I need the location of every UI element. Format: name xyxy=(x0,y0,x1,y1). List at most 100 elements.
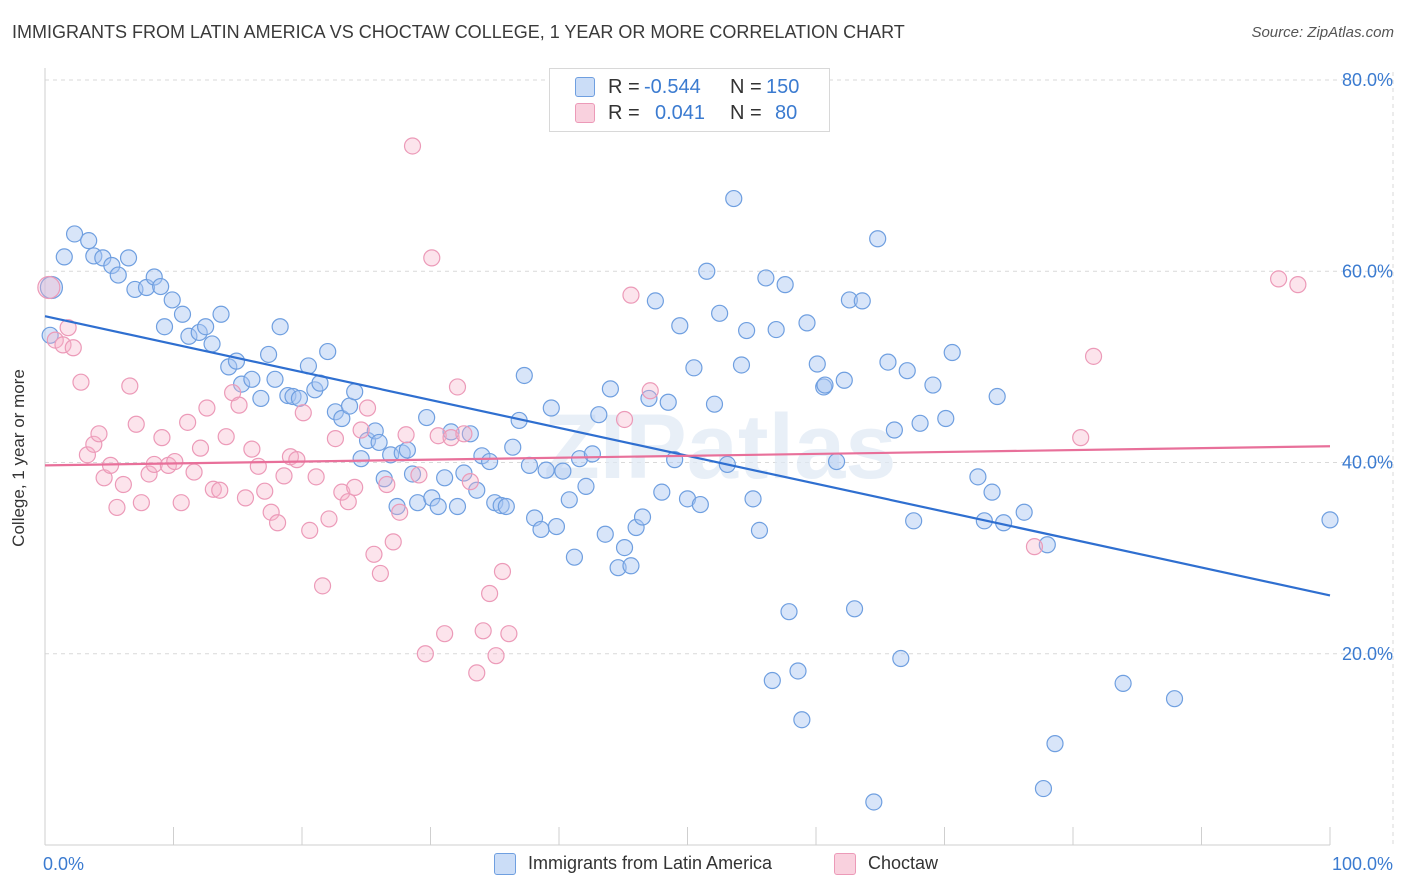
blue-point xyxy=(436,469,454,487)
axis-layer xyxy=(44,68,1331,846)
pink-point xyxy=(121,377,139,395)
blue-point xyxy=(691,495,709,514)
pink-point xyxy=(78,446,97,464)
blue-point xyxy=(515,366,533,385)
pink-point xyxy=(262,503,280,521)
blue-point xyxy=(284,387,302,406)
pink-point xyxy=(346,478,364,496)
blue-point xyxy=(481,452,499,471)
pink-point xyxy=(236,489,255,507)
pink-point xyxy=(500,625,518,643)
blue-point xyxy=(448,497,467,516)
blue-point xyxy=(905,512,923,530)
blue-point xyxy=(627,518,645,537)
blue-point xyxy=(1165,690,1184,708)
legend-n-label: N = xyxy=(730,76,762,98)
blue-point xyxy=(492,496,510,515)
legend-r-value: 0.041 xyxy=(655,102,706,124)
pink-point xyxy=(1025,538,1044,556)
blue-point xyxy=(879,353,897,371)
pink-point xyxy=(448,378,467,396)
blue-point xyxy=(633,508,652,526)
x-tick-label: 0.0% xyxy=(43,854,84,874)
blue-point xyxy=(346,383,364,401)
blue-point xyxy=(685,359,703,377)
bottom-legend-swatch-blue xyxy=(494,853,516,875)
pink-point xyxy=(153,429,171,447)
blue-point xyxy=(725,189,743,208)
blue-point xyxy=(80,232,98,250)
pink-point xyxy=(365,545,383,563)
blue-point xyxy=(969,468,987,486)
pink-point xyxy=(140,465,158,483)
pink-point xyxy=(320,510,338,528)
blue-point xyxy=(744,490,762,508)
pink-point xyxy=(127,415,145,433)
pink-point xyxy=(307,468,325,486)
y-tick-label: 80.0% xyxy=(1342,70,1393,90)
blue-point xyxy=(653,483,671,501)
blue-point xyxy=(885,421,903,439)
pink-point xyxy=(378,475,396,494)
blue-point xyxy=(109,266,127,284)
blue-point xyxy=(197,318,215,336)
legend-r-label: R = xyxy=(608,76,640,98)
legend-n-value: 150 xyxy=(766,76,800,98)
blue-point xyxy=(869,230,887,248)
pink-point xyxy=(59,319,77,337)
pink-point xyxy=(243,440,261,458)
pink-point xyxy=(339,493,357,511)
blue-point xyxy=(266,370,284,388)
legend-n-label: N = xyxy=(730,102,762,124)
blue-point xyxy=(565,548,584,566)
blue-point xyxy=(937,409,955,428)
blue-point xyxy=(943,343,961,362)
blue-point xyxy=(468,481,486,499)
blue-point xyxy=(547,517,566,536)
bottom-legend-swatch-pink xyxy=(834,853,856,875)
pink-point xyxy=(114,475,132,494)
pink-point xyxy=(249,457,267,475)
blue-point xyxy=(1034,779,1053,798)
legend-r-label: R = xyxy=(608,102,640,124)
pink-trend-line xyxy=(44,445,1331,467)
pink-point xyxy=(185,463,203,481)
blue-point xyxy=(816,376,834,394)
blue-point xyxy=(352,450,370,468)
blue-point xyxy=(398,441,416,459)
bottom-legend-label: Choctaw xyxy=(868,853,939,873)
pink-point xyxy=(268,514,287,532)
blue-point xyxy=(738,321,756,340)
blue-point xyxy=(750,521,769,539)
pink-point xyxy=(615,410,634,429)
blue-point xyxy=(252,389,270,408)
blue-point xyxy=(577,477,595,496)
blue-point xyxy=(163,291,181,309)
legend-swatch-pink xyxy=(575,103,595,123)
pink-point xyxy=(371,564,389,583)
pink-point xyxy=(191,439,210,457)
watermark: ZIPatlas xyxy=(544,396,897,498)
blue-point xyxy=(711,304,729,322)
blue-point xyxy=(271,318,289,336)
pink-point xyxy=(72,373,90,391)
pink-point xyxy=(410,466,428,484)
pink-point xyxy=(352,421,370,439)
blue-point xyxy=(537,461,555,479)
bottom-legend-label: Immigrants from Latin America xyxy=(528,853,773,873)
legend-swatch-blue xyxy=(575,77,595,97)
blue-point xyxy=(835,371,853,389)
blue-point xyxy=(763,671,781,690)
pink-point xyxy=(275,467,293,485)
pink-point xyxy=(1084,347,1103,365)
pink-point xyxy=(179,413,197,431)
blue-point xyxy=(757,269,775,287)
pink-point xyxy=(108,498,126,517)
pink-point xyxy=(358,399,377,417)
pink-point xyxy=(641,382,659,400)
pink-point xyxy=(622,286,640,304)
blue-point xyxy=(671,317,689,335)
pink-point xyxy=(429,427,447,445)
pink-point xyxy=(474,622,492,640)
blue-point xyxy=(461,425,479,443)
